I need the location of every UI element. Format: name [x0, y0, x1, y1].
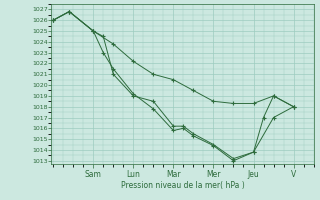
X-axis label: Pression niveau de la mer( hPa ): Pression niveau de la mer( hPa ) [121, 181, 244, 190]
